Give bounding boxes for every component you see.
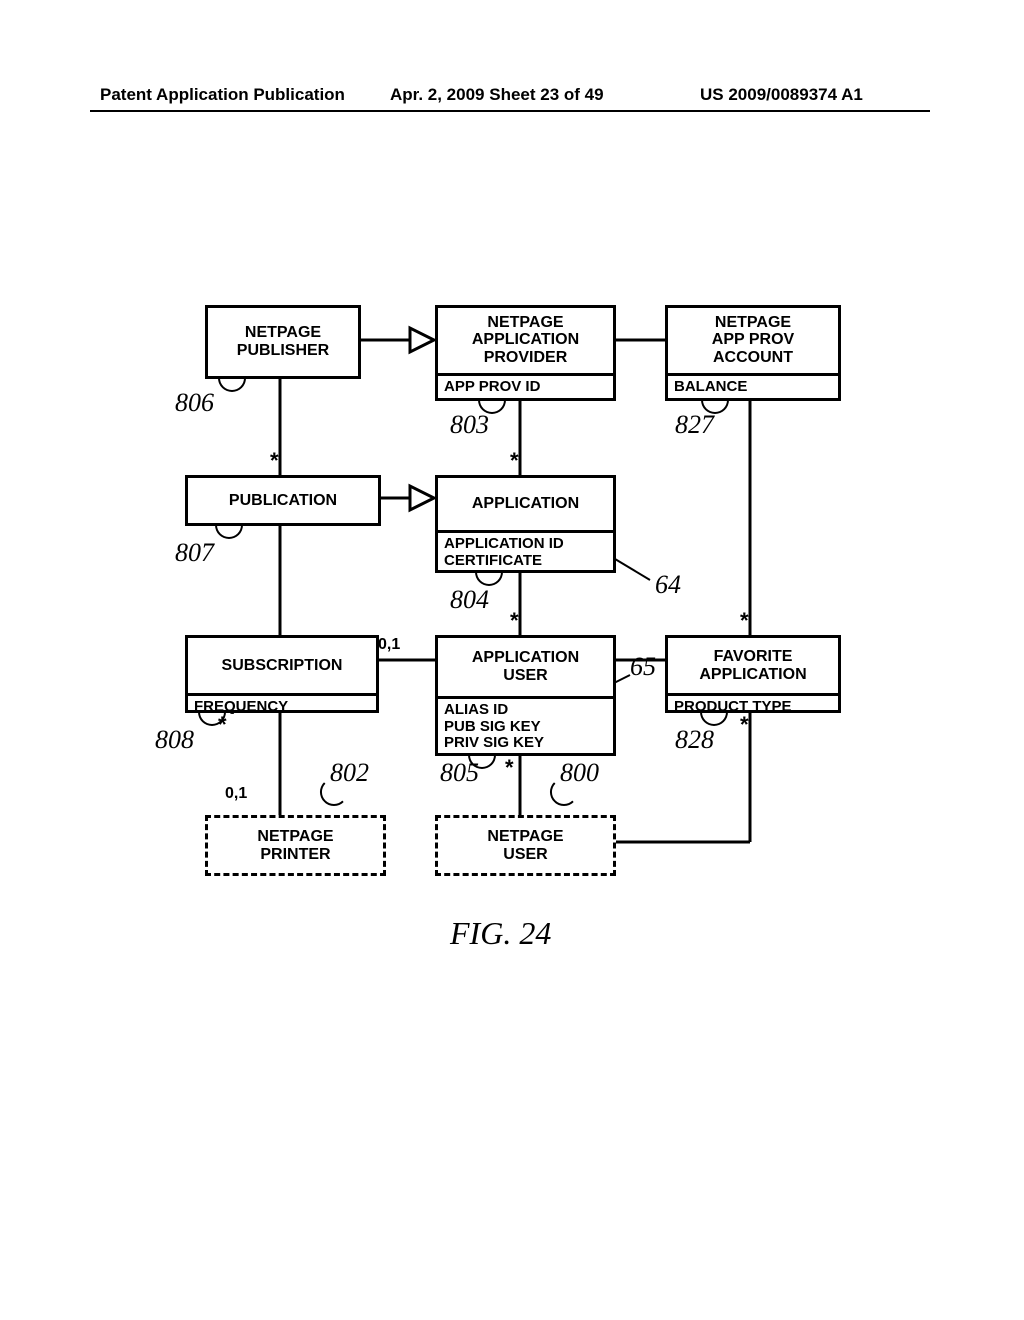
arc-807 (215, 525, 243, 539)
title-netpage-printer: NETPAGEPRINTER (208, 818, 383, 873)
title-favorite-application: FAVORITEAPPLICATION (668, 638, 838, 693)
header-rule (90, 110, 930, 112)
ref-64: 64 (655, 570, 681, 600)
star-2: * (510, 448, 519, 474)
ref-802: 802 (330, 758, 369, 788)
uml-diagram: NETPAGEPUBLISHER NETPAGEAPPLICATIONPROVI… (120, 280, 900, 1000)
box-netpage-printer: NETPAGEPRINTER (205, 815, 386, 876)
star-4: * (740, 608, 749, 634)
ref-65: 65 (630, 652, 656, 682)
box-publication: PUBLICATION (185, 475, 381, 526)
title-subscription: SUBSCRIPTION (188, 638, 376, 693)
box-netpage-app-prov-account: NETPAGEAPP PROVACCOUNT BALANCE (665, 305, 841, 401)
title-application-user: APPLICATIONUSER (438, 638, 613, 696)
mult-01a: 0,1 (378, 636, 400, 654)
ref-827: 827 (675, 410, 714, 440)
figure-caption: FIG. 24 (450, 915, 551, 952)
box-favorite-application: FAVORITEAPPLICATION PRODUCT TYPE (665, 635, 841, 713)
arc-804 (475, 572, 503, 586)
header-right: US 2009/0089374 A1 (700, 85, 863, 105)
attr-application: APPLICATION IDCERTIFICATE (438, 530, 613, 572)
header-center: Apr. 2, 2009 Sheet 23 of 49 (390, 85, 604, 105)
box-netpage-app-provider: NETPAGEAPPLICATIONPROVIDER APP PROV ID (435, 305, 616, 401)
box-netpage-user: NETPAGEUSER (435, 815, 616, 876)
header-left: Patent Application Publication (100, 85, 345, 105)
title-netpage-app-provider: NETPAGEAPPLICATIONPROVIDER (438, 308, 613, 373)
box-application-user: APPLICATIONUSER ALIAS IDPUB SIG KEYPRIV … (435, 635, 616, 756)
ref-808: 808 (155, 725, 194, 755)
ref-806: 806 (175, 388, 214, 418)
star-1: * (270, 448, 279, 474)
box-application: APPLICATION APPLICATION IDCERTIFICATE (435, 475, 616, 573)
title-netpage-user: NETPAGEUSER (438, 818, 613, 873)
arc-828 (700, 712, 728, 726)
ref-800: 800 (560, 758, 599, 788)
ref-804: 804 (450, 585, 489, 615)
star-5: * (218, 712, 227, 738)
title-publication: PUBLICATION (188, 478, 378, 523)
star-6: * (505, 755, 514, 781)
ref-803: 803 (450, 410, 489, 440)
attr-balance: BALANCE (668, 373, 838, 399)
attr-app-user: ALIAS IDPUB SIG KEYPRIV SIG KEY (438, 696, 613, 755)
star-3: * (510, 608, 519, 634)
ref-807: 807 (175, 538, 214, 568)
attr-product-type: PRODUCT TYPE (668, 693, 838, 719)
title-application: APPLICATION (438, 478, 613, 530)
box-netpage-publisher: NETPAGEPUBLISHER (205, 305, 361, 379)
mult-01b: 0,1 (225, 785, 247, 803)
title-netpage-publisher: NETPAGEPUBLISHER (208, 308, 358, 376)
box-subscription: SUBSCRIPTION FREQUENCY (185, 635, 379, 713)
ref-828: 828 (675, 725, 714, 755)
star-7: * (740, 712, 749, 738)
page: Patent Application Publication Apr. 2, 2… (0, 0, 1024, 1320)
arc-806 (218, 378, 246, 392)
title-netpage-app-prov-account: NETPAGEAPP PROVACCOUNT (668, 308, 838, 373)
attr-app-prov-id: APP PROV ID (438, 373, 613, 399)
